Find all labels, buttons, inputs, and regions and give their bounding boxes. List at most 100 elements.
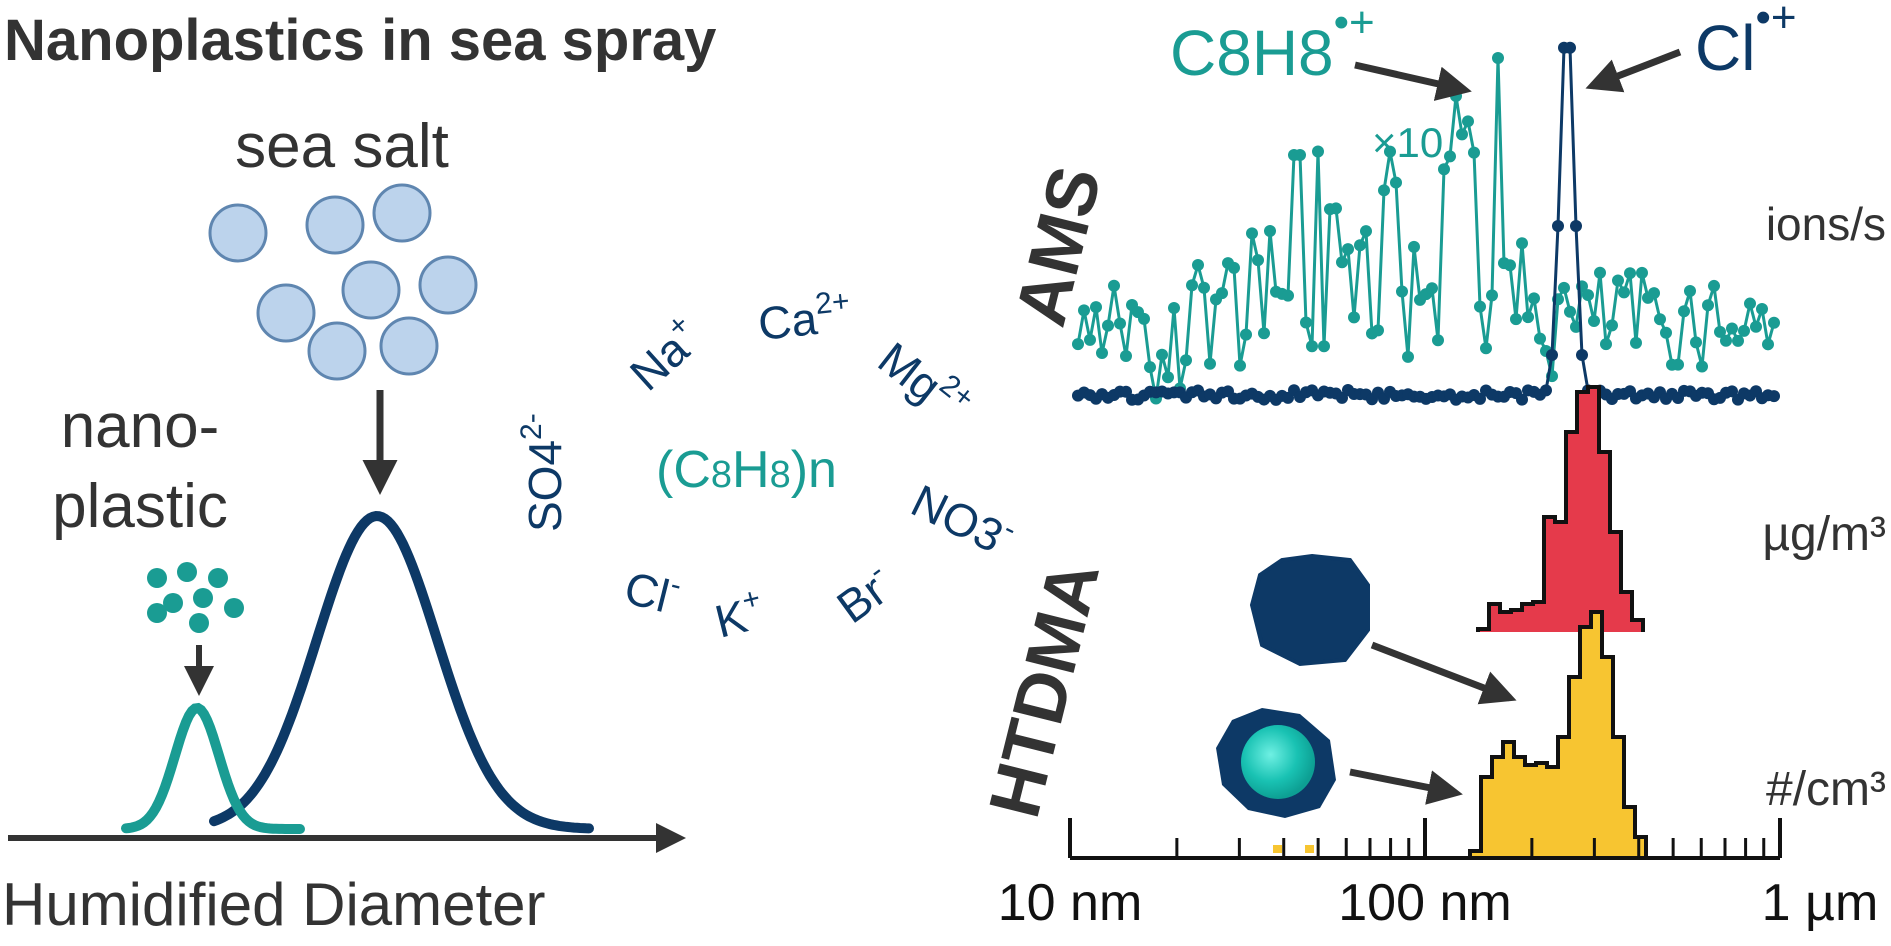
c8h8-trace-point xyxy=(1318,340,1330,353)
x-axis-label: Humidified Diameter xyxy=(2,871,546,938)
c8h8-trace-point xyxy=(1522,311,1534,324)
number-distribution-bar xyxy=(1481,777,1493,857)
c8h8-trace-point xyxy=(1456,128,1468,141)
mass-distribution-bar xyxy=(1566,432,1578,632)
sea-salt-particles xyxy=(208,183,478,381)
c8h8-trace-point xyxy=(1486,289,1498,302)
c8h8-trace-point xyxy=(1504,259,1516,272)
c8h8-trace-point xyxy=(1354,239,1366,252)
c8h8-trace-point xyxy=(1156,348,1168,361)
c8h8-trace-point xyxy=(1636,266,1648,279)
nanoplastic-particle xyxy=(193,588,213,608)
cl-trace-point xyxy=(1540,384,1552,397)
cl-trace-point xyxy=(1552,219,1564,232)
c8h8-trace-point xyxy=(1612,274,1624,287)
c8h8-trace-point xyxy=(1582,289,1594,302)
number-distribution-bar xyxy=(1547,767,1559,857)
c8h8-trace-point xyxy=(1660,326,1672,339)
number-distribution-bar xyxy=(1558,737,1570,857)
ion-so4: SO42- xyxy=(515,413,571,532)
sea-salt-particle xyxy=(307,321,367,381)
c8h8-trace-point xyxy=(1720,334,1732,347)
polystyrene-formula: (C8H8)n xyxy=(656,441,837,499)
ion-no3: NO3- xyxy=(904,471,1023,567)
cl-trace-point xyxy=(1570,219,1582,232)
number-distribution-bar xyxy=(1503,742,1515,857)
mass-unit-label: µg/m³ xyxy=(1762,508,1886,561)
ion-mg: Mg2+ xyxy=(869,329,981,434)
cl-trace-point xyxy=(1474,392,1486,405)
ion-na: Na+ xyxy=(617,308,711,401)
sea-salt-distribution-curve xyxy=(209,510,594,834)
c8h8-trace-point xyxy=(1204,357,1216,370)
ion-k: K+ xyxy=(710,582,764,648)
cl-ion-label: Cl•+ xyxy=(1695,0,1797,84)
cl-pointer-arrow xyxy=(1585,48,1682,93)
c8h8-trace-point xyxy=(1168,301,1180,314)
htdma-label: HTDMA xyxy=(974,553,1115,825)
c8h8-trace-point xyxy=(1330,202,1342,215)
c8h8-trace-point xyxy=(1390,176,1402,189)
c8h8-trace-point xyxy=(1756,303,1768,316)
c8h8-trace-point xyxy=(1594,266,1606,279)
c8h8-trace-point xyxy=(1750,320,1762,333)
c8h8-trace-point xyxy=(1444,150,1456,163)
number-distribution-bar xyxy=(1569,677,1581,857)
number-distribution-bar xyxy=(1580,627,1592,857)
c8h8-trace-point xyxy=(1696,360,1708,373)
c8h8-trace-point xyxy=(1162,371,1174,384)
nanoplastic-particles xyxy=(147,562,244,633)
size-axis xyxy=(1068,818,1782,860)
c8h8-trace-point xyxy=(1306,340,1318,353)
svg-text:NO3-: NO3- xyxy=(904,471,1023,567)
c8h8-trace-point xyxy=(1462,115,1474,128)
number-distribution-bar xyxy=(1525,765,1537,857)
number-distribution-bar xyxy=(1635,837,1647,857)
c8h8-ion-signal-trace xyxy=(1072,52,1780,405)
svg-text:Mg2+: Mg2+ xyxy=(869,329,981,434)
number-distribution-speck xyxy=(1305,845,1314,853)
number-distribution-bar xyxy=(1602,657,1614,857)
c8h8-trace-point xyxy=(1672,358,1684,371)
number-distribution-bar xyxy=(1492,757,1504,857)
nanoplastic-label-line1: nano- xyxy=(61,392,220,461)
sea-salt-particle xyxy=(418,255,478,315)
c8h8-trace-point xyxy=(1192,259,1204,272)
mass-distribution-bar xyxy=(1599,452,1611,632)
number-distribution-bar xyxy=(1514,757,1526,857)
c8h8-trace-point xyxy=(1654,313,1666,326)
mass-distribution-bar xyxy=(1544,517,1556,632)
number-distribution-bar xyxy=(1470,851,1482,857)
c8h8-trace-point xyxy=(1630,336,1642,349)
c8h8-trace-point xyxy=(1246,227,1258,240)
c8h8-trace-point xyxy=(1588,314,1600,327)
svg-text:Na+: Na+ xyxy=(617,308,711,401)
ion-br: Br- xyxy=(827,555,895,633)
sea-salt-particle xyxy=(208,203,268,263)
number-distribution-outline xyxy=(1468,610,1648,857)
c8h8-trace-point xyxy=(1120,350,1132,363)
c8h8-trace-point xyxy=(1432,334,1444,347)
tick-label-100nm: 100 nm xyxy=(1338,874,1511,932)
c8h8-trace-point xyxy=(1726,322,1738,335)
c8h8-trace-point xyxy=(1516,237,1528,250)
sea-salt-label: sea salt xyxy=(235,112,449,181)
c8h8-trace-point xyxy=(1528,292,1540,305)
c8h8-trace-point xyxy=(1078,304,1090,317)
mass-distribution-bar xyxy=(1555,522,1567,632)
sea-salt-particle xyxy=(379,316,439,376)
svg-text:Ca2+: Ca2+ xyxy=(755,285,853,350)
c8h8-trace-point xyxy=(1738,324,1750,337)
number-distribution-speck xyxy=(1273,845,1282,853)
number-distribution-bar xyxy=(1624,807,1636,857)
c8h8-trace-point xyxy=(1768,316,1780,329)
c8h8-trace-point xyxy=(1372,324,1384,337)
mass-distribution-bar xyxy=(1621,592,1633,632)
salt-particle-illustration xyxy=(1249,553,1370,667)
c8h8-trace-point xyxy=(1480,342,1492,355)
c8h8-trace-point xyxy=(1090,301,1102,314)
c8h8-trace-point xyxy=(1138,312,1150,325)
c8h8-pointer-arrow xyxy=(1354,61,1472,101)
salt-particle-arrow xyxy=(1370,641,1517,705)
